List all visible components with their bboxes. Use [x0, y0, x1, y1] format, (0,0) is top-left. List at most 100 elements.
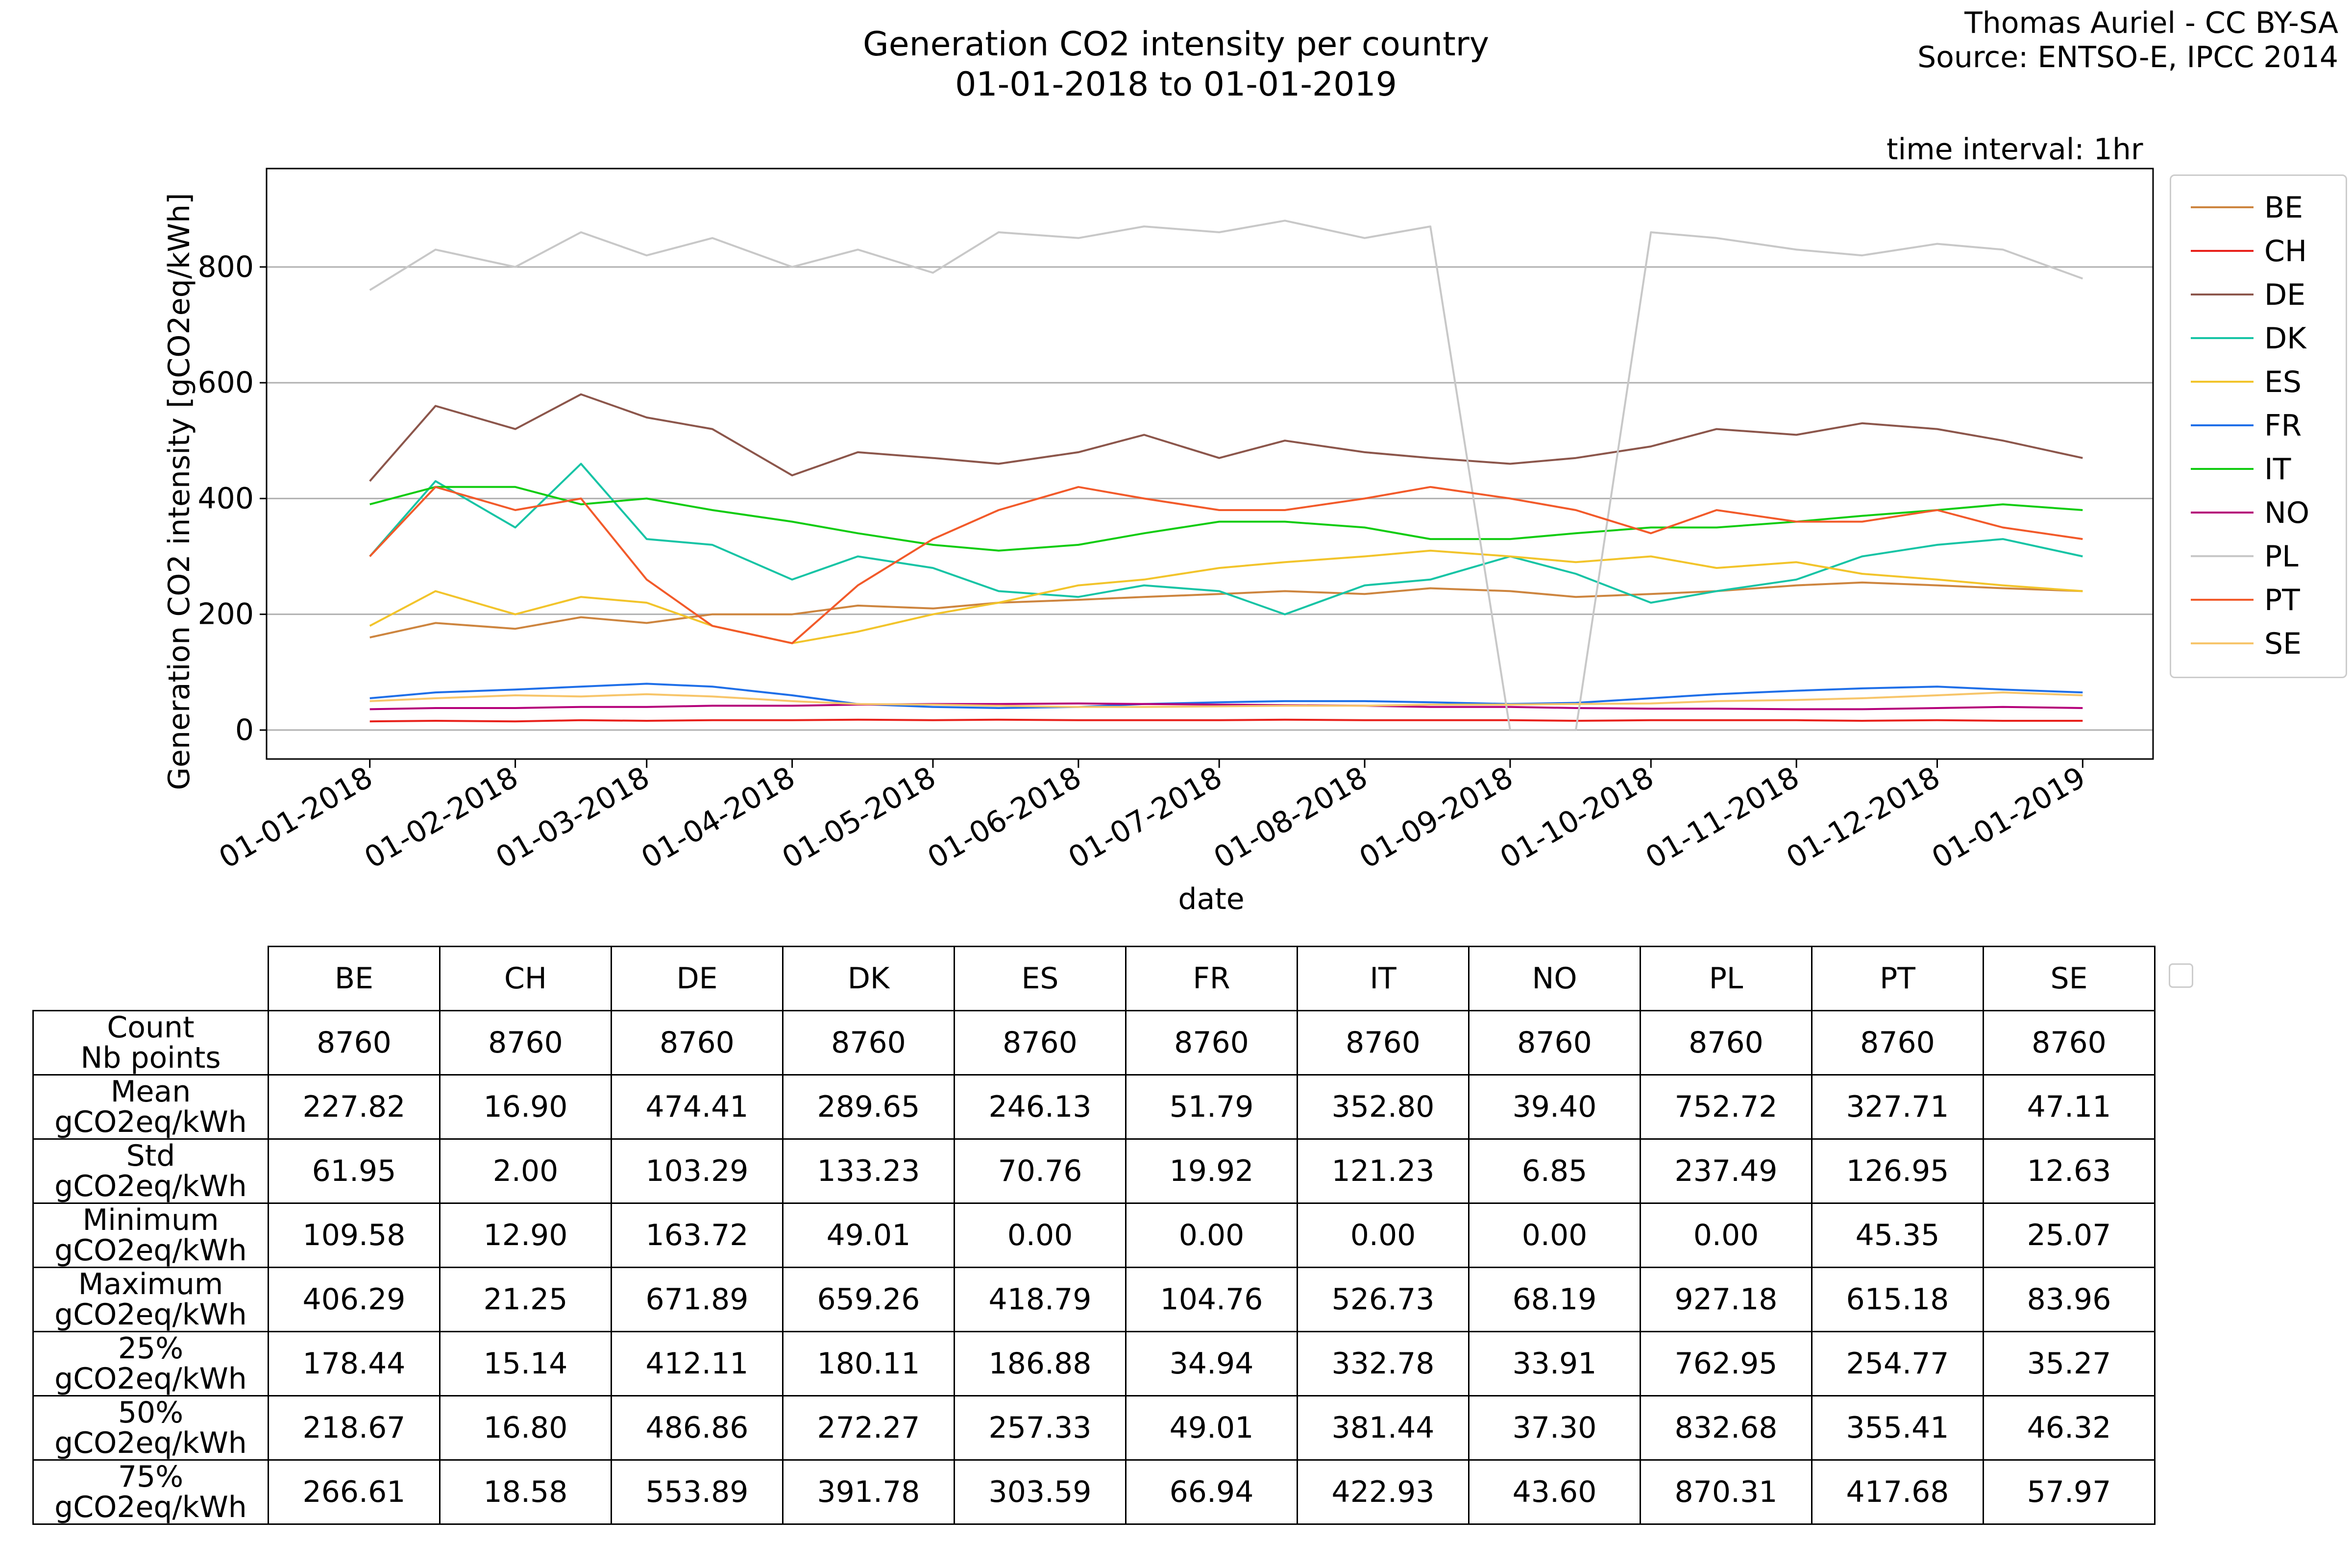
legend-label: ES — [2264, 365, 2302, 399]
table-cell: 303.59 — [954, 1459, 1127, 1525]
column-header: NO — [1468, 946, 1641, 1011]
time-interval-label: time interval: 1hr — [1886, 132, 2143, 167]
table-cell: 752.72 — [1640, 1074, 1813, 1140]
table-cell: 8760 — [782, 1010, 955, 1076]
table-cell: 33.91 — [1468, 1331, 1641, 1396]
table-row: Minimum gCO2eq/kWh 109.58 12.90 163.72 49.01 0… — [32, 1202, 2156, 1268]
x-tick-label: 01-09-2018 — [1353, 760, 1519, 875]
legend-label: FR — [2264, 409, 2302, 443]
table-corner — [33, 946, 269, 1011]
table-cell: 417.68 — [1811, 1459, 1984, 1525]
row-header-label: Minimum — [82, 1203, 219, 1237]
legend-item-be: BE — [2171, 186, 2346, 230]
row-header-label: Mean — [110, 1075, 191, 1109]
table-cell: 8760 — [1468, 1010, 1641, 1076]
legend-item-pt: PT — [2171, 578, 2346, 622]
author-credit: Thomas Auriel - CC BY-SA — [1964, 6, 2338, 40]
table-row: Mean gCO2eq/kWh 227.82 16.90 474.41 289.65 246… — [32, 1074, 2156, 1140]
legend-item-de: DE — [2171, 273, 2346, 317]
x-tick-label: 01-06-2018 — [922, 760, 1087, 875]
column-header: PL — [1640, 946, 1813, 1011]
table-cell: 46.32 — [1983, 1395, 2156, 1461]
table-cell: 8760 — [439, 1010, 612, 1076]
row-header: Std gCO2eq/kWh — [32, 1138, 269, 1204]
row-header-label: 75% — [118, 1460, 184, 1494]
legend-swatch — [2191, 555, 2254, 557]
table-row: Std gCO2eq/kWh 61.95 2.00 103.29 133.23 70.76 1… — [32, 1138, 2156, 1204]
table-cell: 180.11 — [782, 1331, 955, 1396]
table-cell: 526.73 — [1297, 1267, 1470, 1332]
table-cell: 18.58 — [439, 1459, 612, 1525]
y-tick-label: 200 — [197, 597, 254, 632]
table-cell: 2.00 — [439, 1138, 612, 1204]
table-cell: 25.07 — [1983, 1202, 2156, 1268]
x-axis: 01-01-201801-02-201801-03-201801-04-2018… — [213, 759, 2091, 875]
x-tick-label: 01-12-2018 — [1781, 760, 1946, 875]
table-cell: 8760 — [1125, 1010, 1298, 1076]
x-tick-label: 01-01-2018 — [213, 760, 378, 875]
column-header: FR — [1125, 946, 1298, 1011]
column-header: ES — [954, 946, 1127, 1011]
row-header-unit: Nb points — [80, 1041, 221, 1075]
row-header-unit: gCO2eq/kWh — [54, 1105, 247, 1139]
legend-item-pl: PL — [2171, 535, 2346, 579]
table-cell: 49.01 — [1125, 1395, 1298, 1461]
table-cell: 8760 — [611, 1010, 784, 1076]
legend: BE CH DE DK ES FR IT NO PL PT SE — [2170, 174, 2347, 678]
table-cell: 49.01 — [782, 1202, 955, 1268]
table-cell: 8760 — [1640, 1010, 1813, 1076]
column-header: IT — [1297, 946, 1470, 1011]
table-cell: 66.94 — [1125, 1459, 1298, 1525]
x-tick-label: 01-11-2018 — [1640, 760, 1805, 875]
x-tick-label: 01-04-2018 — [636, 760, 801, 875]
table-cell: 927.18 — [1640, 1267, 1813, 1332]
legend-label: PT — [2264, 583, 2300, 617]
column-header: CH — [439, 946, 612, 1011]
legend-swatch — [2191, 468, 2254, 470]
table-cell: 68.19 — [1468, 1267, 1641, 1332]
table-cell: 51.79 — [1125, 1074, 1298, 1140]
series-line-de — [369, 393, 2083, 482]
table-cell: 12.63 — [1983, 1138, 2156, 1204]
table-cell: 8760 — [1983, 1010, 2156, 1076]
row-header-unit: gCO2eq/kWh — [54, 1362, 247, 1396]
table-cell: 391.78 — [782, 1459, 955, 1525]
table-cell: 37.30 — [1468, 1395, 1641, 1461]
table-cell: 671.89 — [611, 1267, 784, 1332]
table-cell: 133.23 — [782, 1138, 955, 1204]
grid-lines — [267, 266, 2153, 731]
row-header-unit: gCO2eq/kWh — [54, 1298, 247, 1332]
legend-label: SE — [2264, 627, 2302, 661]
x-tick-label: 01-05-2018 — [776, 760, 941, 875]
table-cell: 615.18 — [1811, 1267, 1984, 1332]
legend-item-es: ES — [2171, 360, 2346, 404]
table-cell: 257.33 — [954, 1395, 1127, 1461]
table-cell: 327.71 — [1811, 1074, 1984, 1140]
table-header-row: BE CH DE DK ES FR IT NO PL PT SE — [33, 946, 2156, 1011]
y-tick-label: 0 — [235, 713, 254, 747]
legend-item-se: SE — [2171, 622, 2346, 666]
y-axis-label: Generation CO2 intensity [gCO2eq/kWh] — [162, 193, 196, 790]
table-cell: 355.41 — [1811, 1395, 1984, 1461]
legend-item-dk: DK — [2171, 317, 2346, 361]
table-cell: 332.78 — [1297, 1331, 1470, 1396]
table-cell: 43.60 — [1468, 1459, 1641, 1525]
y-tick-label: 600 — [197, 366, 254, 400]
legend-label: DK — [2264, 321, 2306, 356]
table-cell: 34.94 — [1125, 1331, 1298, 1396]
row-header-unit: gCO2eq/kWh — [54, 1169, 247, 1203]
legend-label: CH — [2264, 234, 2307, 269]
table-cell: 0.00 — [1468, 1202, 1641, 1268]
table-cell: 16.80 — [439, 1395, 612, 1461]
series-line-ch — [369, 718, 2083, 723]
empty-legend-box — [2169, 963, 2193, 988]
row-header-unit: gCO2eq/kWh — [54, 1233, 247, 1268]
table-cell: 8760 — [1297, 1010, 1470, 1076]
legend-swatch — [2191, 206, 2254, 208]
series-line-es — [369, 549, 2083, 644]
table-cell: 57.97 — [1983, 1459, 2156, 1525]
column-header: SE — [1983, 946, 2156, 1011]
table-cell: 418.79 — [954, 1267, 1127, 1332]
row-header-unit: gCO2eq/kWh — [54, 1490, 247, 1524]
row-header: 50% gCO2eq/kWh — [32, 1395, 269, 1461]
